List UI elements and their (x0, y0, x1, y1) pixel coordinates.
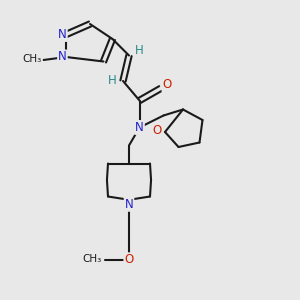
Text: H: H (108, 74, 117, 88)
Text: N: N (58, 50, 67, 64)
Text: N: N (124, 198, 134, 211)
Text: O: O (152, 124, 161, 137)
Text: N: N (135, 121, 144, 134)
Text: H: H (135, 44, 144, 58)
Text: N: N (58, 28, 67, 41)
Text: O: O (163, 78, 172, 92)
Text: CH₃: CH₃ (83, 254, 102, 264)
Text: O: O (124, 253, 134, 266)
Text: CH₃: CH₃ (22, 54, 42, 64)
